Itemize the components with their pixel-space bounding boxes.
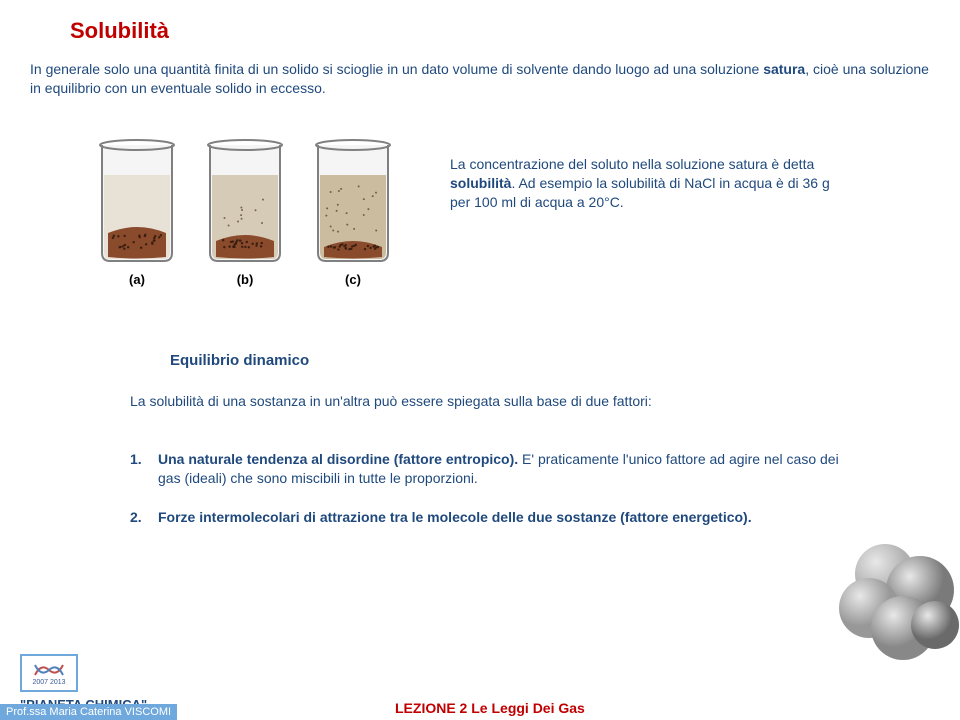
footer: 2007 2013 "PIANETA CHIMICA" LEZIONE 2 Le…	[0, 672, 960, 720]
logo-box: 2007 2013	[20, 654, 78, 692]
sol-em: solubilità	[450, 175, 511, 191]
intro-pre: In generale solo una quantità finita di …	[30, 61, 763, 77]
lesson-footer: LEZIONE 2 Le Leggi Dei Gas	[395, 700, 585, 716]
factor-item-2: 2. Forze intermolecolari di attrazione t…	[130, 508, 840, 527]
factor-num-2: 2.	[130, 508, 158, 527]
page-title: Solubilità	[70, 18, 169, 44]
factor2-bold: Forze intermolecolari di attrazione tra …	[158, 509, 752, 525]
author-label: Prof.ssa Maria Caterina VISCOMI	[0, 704, 177, 720]
intro-paragraph: In generale solo una quantità finita di …	[30, 60, 930, 98]
beaker-figure: (a) (b) (c)	[90, 135, 410, 305]
factor1-bold: Una naturale tendenza al disordine (fatt…	[158, 451, 518, 467]
beaker-label: (c)	[306, 272, 400, 287]
solubility-definition: La concentrazione del soluto nella soluz…	[450, 155, 840, 212]
factors-intro: La solubilità di una sostanza in un'altr…	[130, 392, 840, 411]
beaker-(c): (c)	[306, 135, 400, 265]
lesson-topic: Le Leggi Dei Gas	[467, 700, 584, 716]
factor-num-1: 1.	[130, 450, 158, 488]
beaker-(a): (a)	[90, 135, 184, 265]
sol-pre: La concentrazione del soluto nella soluz…	[450, 156, 814, 172]
beaker-(b): (b)	[198, 135, 292, 265]
equilibrium-heading: Equilibrio dinamico	[170, 352, 309, 369]
beaker-label: (a)	[90, 272, 184, 287]
lesson-label: LEZIONE 2	[395, 700, 467, 716]
factor-list: 1. Una naturale tendenza al disordine (f…	[130, 450, 840, 547]
molecule-image	[825, 530, 960, 665]
factor-body-1: Una naturale tendenza al disordine (fatt…	[158, 450, 840, 488]
beaker-label: (b)	[198, 272, 292, 287]
factor-body-2: Forze intermolecolari di attrazione tra …	[158, 508, 752, 527]
intro-em: satura	[763, 61, 805, 77]
factor-item-1: 1. Una naturale tendenza al disordine (f…	[130, 450, 840, 488]
logo-years: 2007 2013	[32, 679, 65, 686]
